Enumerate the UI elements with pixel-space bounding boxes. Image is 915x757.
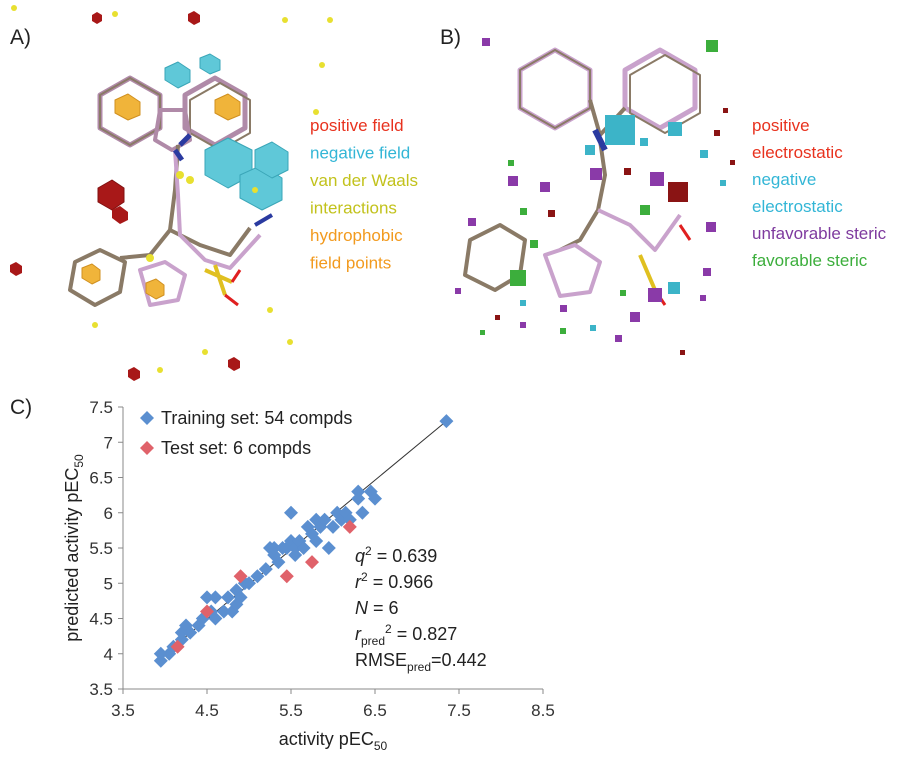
annotation: RMSEpred=0.442 xyxy=(355,650,487,674)
data-point xyxy=(284,506,298,520)
x-axis-label-sub: 50 xyxy=(374,739,388,752)
legend-text: van der Waals xyxy=(310,171,418,190)
annotation-part: = 0.827 xyxy=(392,624,458,644)
x-tick-label: 8.5 xyxy=(531,701,555,720)
annotation: rpred2 = 0.827 xyxy=(355,622,457,648)
y-axis-label-sub: 50 xyxy=(72,454,86,468)
y-tick-label: 6.5 xyxy=(89,469,113,488)
annotation-part: q xyxy=(355,546,365,566)
data-point xyxy=(355,506,369,520)
legend-text: field points xyxy=(310,254,391,273)
legend-text: positive xyxy=(752,116,810,135)
y-tick-label: 3.5 xyxy=(89,680,113,699)
legend-text: negative xyxy=(752,170,816,189)
legend-text: electrostatic xyxy=(752,197,843,216)
x-tick-label: 3.5 xyxy=(111,701,135,720)
annotation-part: = 0.639 xyxy=(372,546,438,566)
y-tick-label: 5 xyxy=(104,574,113,593)
y-axis-label-text: predicted activity pEC xyxy=(62,468,82,642)
x-axis-label-text: activity pEC xyxy=(279,729,374,749)
annotation: q2 = 0.639 xyxy=(355,544,437,566)
legend-text: negative field xyxy=(310,144,410,163)
legend-text: interactions xyxy=(310,199,397,218)
y-tick-label: 5.5 xyxy=(89,539,113,558)
legend-text: hydrophobic xyxy=(310,226,403,245)
legend-text: Training set: 54 compds xyxy=(161,408,352,428)
x-axis-label: activity pEC50 xyxy=(279,729,388,752)
data-point xyxy=(208,590,222,604)
panel-label: C) xyxy=(10,396,32,419)
data-point xyxy=(305,555,319,569)
annotation-part: pred xyxy=(361,634,385,648)
legend-text: positive field xyxy=(310,116,404,135)
annotation: N = 6 xyxy=(355,598,399,618)
annotation-part: = 0.966 xyxy=(368,572,434,592)
y-tick-label: 7 xyxy=(104,433,113,452)
legend-text: favorable steric xyxy=(752,251,868,270)
data-point xyxy=(351,492,365,506)
y-tick-label: 4 xyxy=(104,645,113,664)
molecule-b xyxy=(455,38,735,355)
x-tick-label: 6.5 xyxy=(363,701,387,720)
legend-text: electrostatic xyxy=(752,143,843,162)
data-point xyxy=(280,569,294,583)
legend-text: Test set: 6 compds xyxy=(161,438,311,458)
scatter-plot: 3.5 4.5 5.5 6.5 7.5 8.5 3.5 4 4.5 5 5.5 6 6.5 7 7.5 act… xyxy=(62,398,555,752)
molecule-a xyxy=(10,5,333,381)
legend-marker xyxy=(140,441,154,455)
legend-marker xyxy=(140,411,154,425)
annotation-part: = 6 xyxy=(368,598,399,618)
annotation: r2 = 0.966 xyxy=(355,570,433,592)
annotation-part: =0.442 xyxy=(431,650,487,670)
x-tick-label: 4.5 xyxy=(195,701,219,720)
y-tick-label: 6 xyxy=(104,504,113,523)
legend-text: unfavorable steric xyxy=(752,224,887,243)
figure: A) B) C) 3.5 4.5 5.5 6.5 7.5 8.5 3.5 4 4.5 5 5.5 6 6… xyxy=(0,0,915,752)
annotation-part: RMSE xyxy=(355,650,407,670)
y-axis-label: predicted activity pEC50 xyxy=(62,454,86,642)
y-tick-label: 7.5 xyxy=(89,398,113,417)
annotation-part: pred xyxy=(407,660,431,674)
data-point xyxy=(322,541,336,555)
data-point xyxy=(439,414,453,428)
y-tick-label: 4.5 xyxy=(89,610,113,629)
x-tick-label: 7.5 xyxy=(447,701,471,720)
panel-label: A) xyxy=(10,26,31,49)
panel-label: B) xyxy=(440,26,461,49)
x-tick-label: 5.5 xyxy=(279,701,303,720)
annotation-part: N xyxy=(355,598,369,618)
